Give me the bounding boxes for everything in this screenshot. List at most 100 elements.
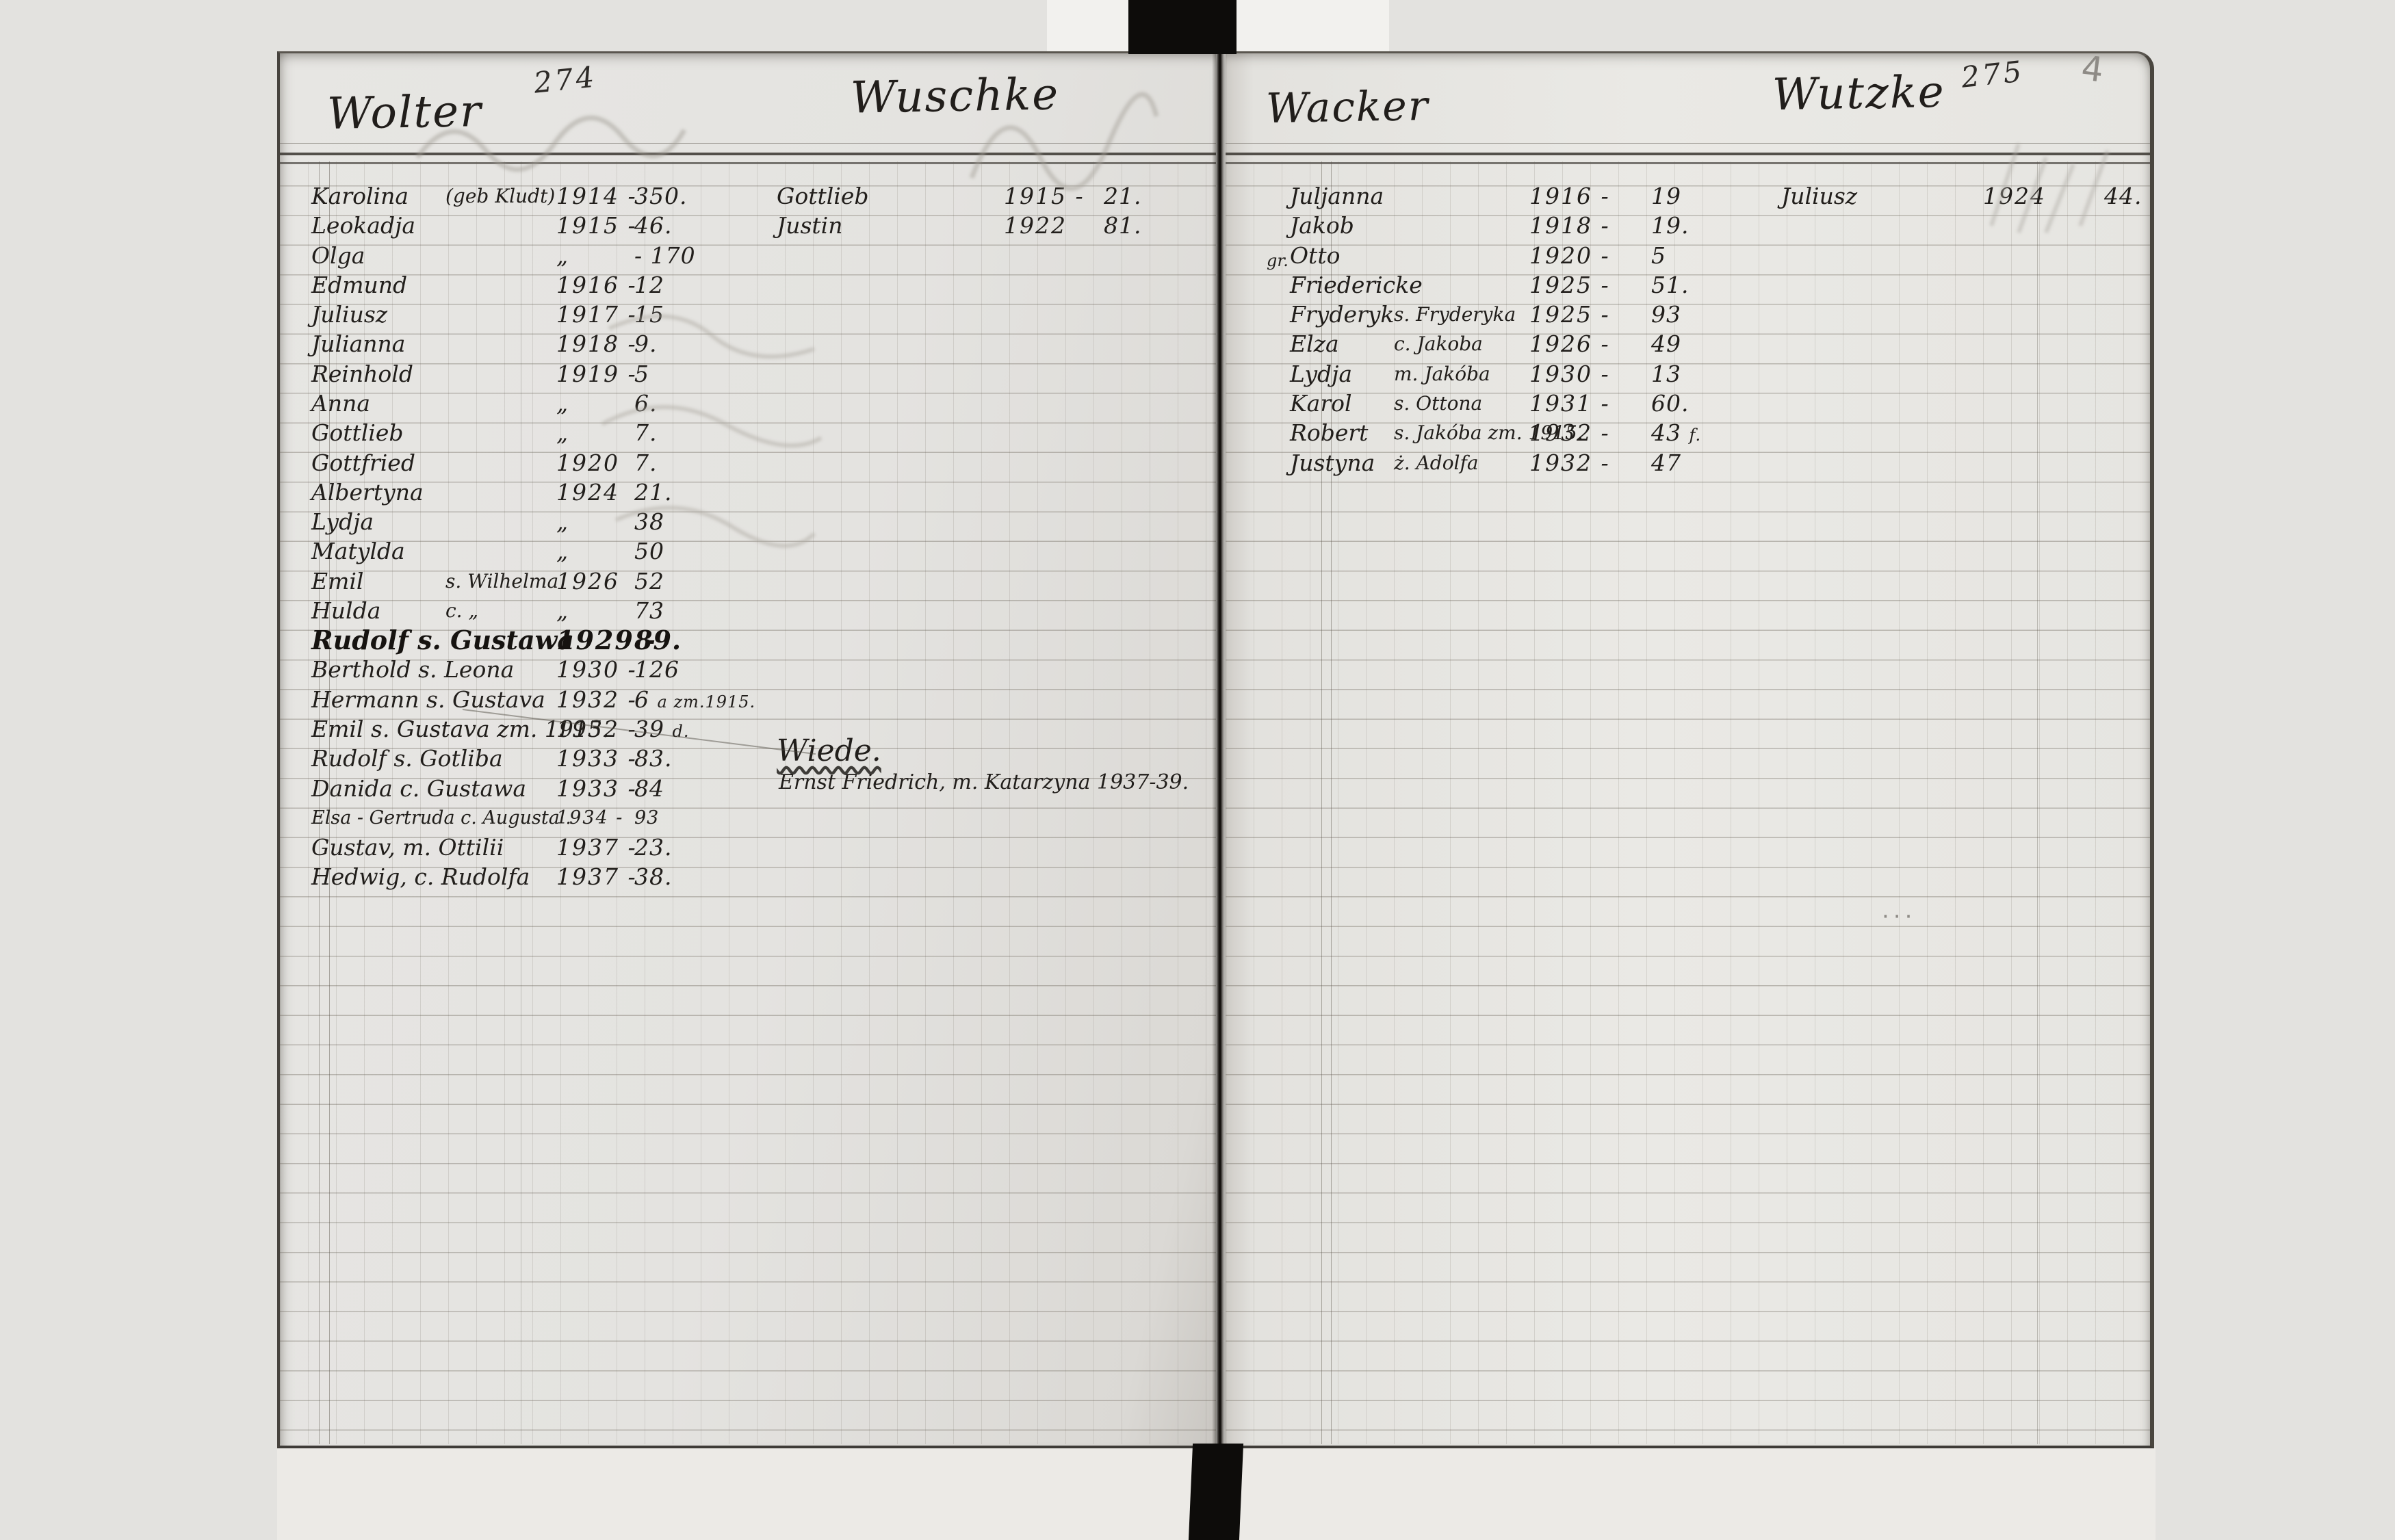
ledger-entry: Lydja „ 38 [311, 507, 664, 537]
ledger-entry: Gottfried 1920 7. [311, 448, 657, 478]
ledger-entry: Emil s. Gustava zm. 1915. 1932 -39 d. [311, 714, 688, 744]
ledger-entry: Juljanna 1916 - 19 [1290, 181, 1681, 211]
entry-number: 50 [634, 538, 664, 565]
entry-number: 5 [1651, 242, 1666, 269]
entry-number: 89. [634, 625, 682, 656]
margin-line [319, 161, 320, 1444]
entry-number: 21. [1104, 183, 1142, 209]
ghost-pencil-hatching [1989, 143, 2110, 234]
ledger-entry: Matylda „ 50 [311, 536, 664, 566]
entry-number: 73 [634, 597, 664, 624]
entry-name: Hermann s. Gustava [311, 686, 545, 713]
ledger-entry: Rudolf s. Gustawa 1929 -89. [311, 625, 681, 655]
entry-name: Julianna [311, 330, 406, 358]
ledger-entry: Berthold s. Leona 1930 -126 [311, 655, 679, 685]
entry-number: 39 d. [634, 716, 690, 743]
entry-number: 93 [634, 807, 660, 828]
ledger-entry: Justin 1922 81. [777, 211, 1141, 241]
entry-year: 1933 - [556, 745, 637, 772]
book-gutter [1212, 51, 1227, 1448]
ledger-entry: Juliusz 1924 44. [1781, 181, 2141, 211]
entry-name: Leokadja [311, 212, 416, 239]
entry-name: Olga [311, 242, 365, 269]
entry-number: 38. [634, 863, 673, 891]
entry-year: „ [556, 508, 570, 536]
surname-header-wiede: Wiede. [777, 733, 881, 768]
entry-name: Matylda [311, 538, 405, 565]
entry-name: Lydja [311, 508, 374, 536]
entry-name: Juliusz [311, 301, 388, 328]
ledger-entry: Hermann s. Gustava 1932 -6 a zm.1915. [311, 685, 755, 715]
page-number-275: 275 [1959, 54, 2026, 94]
entry-number: 13 [1651, 360, 1681, 387]
entry-year: 1920 - [1529, 242, 1610, 269]
entry-name: Robert [1290, 419, 1369, 447]
stray-pencil-dots: ··· [1882, 903, 1917, 930]
entry-year: 1929 - [556, 625, 657, 656]
header-double-rule [1226, 153, 2150, 164]
entry-name: Danida c. Gustawa [311, 774, 527, 802]
entry-year: 1937 - [556, 863, 637, 891]
entry-year: 1932 - [1529, 449, 1610, 476]
ledger-entry: Fryderyk s. Fryderyka 1925 - 93 [1290, 300, 1681, 330]
left-page [277, 51, 1216, 1448]
entry-year: 1925 - [1529, 271, 1610, 298]
ledger-entry: Albertyna 1924 21. [311, 478, 671, 508]
ledger-entry: Anna „ 6. [311, 389, 657, 419]
header-double-rule [280, 153, 1216, 164]
entry-year: 1930 - [556, 656, 637, 683]
entry-number: 83. [634, 745, 673, 772]
entry-year: 1916 - [556, 271, 637, 298]
entry-number: 81. [1104, 212, 1142, 239]
entry-number: 93 [1651, 301, 1681, 328]
entry-name: Reinhold [311, 360, 413, 387]
ghost-ink-smudge [969, 92, 1159, 191]
entry-number: - 170 [634, 242, 696, 269]
column-line [2037, 161, 2038, 1444]
entry-number: 47 [1651, 449, 1681, 476]
surname-header-wutzke: Wutzke [1772, 66, 1946, 121]
ledger-entry: Gottlieb „ 7. [311, 418, 657, 448]
entry-year: 1918 - [556, 330, 637, 358]
entry-year: 1926 - [1529, 330, 1610, 358]
entry-number: 60. [1651, 389, 1690, 417]
surname-header-wacker: Wacker [1265, 81, 1429, 133]
vertical-ruled-lines [280, 161, 1216, 1444]
entry-number: 12 [634, 271, 664, 298]
entry-name: Gottfried [311, 449, 415, 476]
entry-year: 1934 - [556, 807, 624, 828]
entry-number: 52 [634, 567, 664, 595]
horizontal-ruled-lines [1226, 185, 2150, 1444]
entry-name: Elsa - Gertruda c. Augusta . [311, 807, 571, 828]
entry-year: 1932 - [556, 716, 637, 743]
entry-name: Gottlieb [777, 183, 869, 209]
entry-year: 1916 - [1529, 183, 1610, 209]
entry-number: 23. [634, 834, 673, 861]
entry-year: 1915 - [556, 212, 637, 239]
ledger-entry: Elza c. Jakoba 1926 - 49 [1290, 329, 1681, 359]
entry-year: 1932 - [556, 686, 637, 713]
entry-extra: d. [672, 722, 690, 742]
entry-number: 43 f. [1651, 419, 1702, 447]
wiede-entry: Ernst Friedrich, m. Katarzyna 1937-39. [779, 770, 1189, 794]
ledger-entry: Karol s. Ottona 1931 - 60. [1290, 389, 1688, 419]
spine-gap-top [1128, 0, 1237, 54]
entry-number: 21. [634, 478, 673, 506]
ghost-ink-smudge [601, 314, 823, 548]
entry-name: Justyna [1290, 449, 1375, 476]
entry-name: Juliusz [1781, 183, 1858, 209]
entry-note: (geb Kludt) [445, 185, 556, 207]
entry-year: 1922 [1004, 212, 1067, 239]
ledger-entry: Emil s. Wilhelma 1926 52 [311, 566, 664, 597]
entry-number: 126 [634, 656, 679, 683]
entry-year: 1930 - [1529, 360, 1610, 387]
ledger-entry: Edmund 1916 -12 [311, 270, 664, 300]
entry-premark: gr. [1267, 250, 1289, 270]
entry-number: 350. [634, 183, 688, 209]
ledger-entry: gr. Friedericke 1925 - 51. [1267, 252, 1688, 300]
horizontal-ruled-lines [280, 185, 1216, 1444]
ghost-ink-smudge [415, 116, 687, 172]
entry-name: Edmund [311, 271, 408, 298]
ledger-entry: Jakob 1918 - 19. [1290, 211, 1688, 241]
entry-name: Hedwig, c. Rudolfa [311, 863, 530, 891]
